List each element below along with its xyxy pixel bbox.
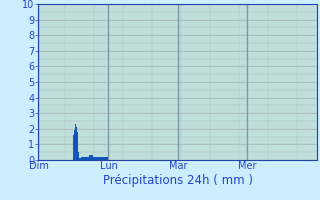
Bar: [76, 127, 77, 160]
Bar: [99, 157, 100, 160]
Bar: [89, 155, 90, 160]
Bar: [98, 157, 99, 160]
Bar: [79, 158, 80, 160]
Bar: [95, 157, 96, 160]
Bar: [100, 157, 101, 160]
Bar: [90, 155, 91, 160]
Bar: [91, 155, 92, 160]
Bar: [103, 157, 104, 160]
Bar: [83, 157, 84, 160]
Bar: [88, 157, 89, 160]
Bar: [85, 157, 86, 160]
Bar: [93, 157, 94, 160]
Bar: [81, 157, 82, 160]
Bar: [87, 157, 88, 160]
Bar: [106, 157, 107, 160]
Bar: [94, 157, 95, 160]
Bar: [78, 152, 79, 160]
Bar: [102, 157, 103, 160]
Bar: [96, 157, 97, 160]
Bar: [104, 157, 105, 160]
Bar: [105, 157, 106, 160]
Bar: [73, 135, 74, 160]
Bar: [101, 157, 102, 160]
Bar: [77, 132, 78, 160]
Bar: [82, 157, 83, 160]
Bar: [86, 157, 87, 160]
Bar: [97, 157, 98, 160]
Bar: [74, 130, 75, 160]
Bar: [92, 157, 93, 160]
X-axis label: Précipitations 24h ( mm ): Précipitations 24h ( mm ): [103, 174, 252, 187]
Bar: [80, 158, 81, 160]
Bar: [107, 157, 108, 160]
Bar: [84, 157, 85, 160]
Bar: [75, 124, 76, 160]
